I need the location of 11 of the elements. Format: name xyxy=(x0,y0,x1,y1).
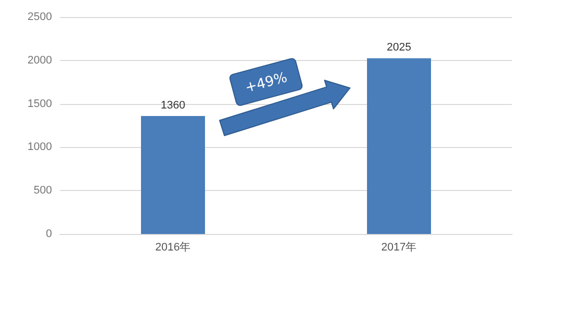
y-tick-label: 500 xyxy=(34,184,52,197)
y-tick-label: 1000 xyxy=(28,141,52,154)
y-tick-label: 0 xyxy=(46,228,52,240)
data-label: 2025 xyxy=(386,42,412,54)
x-tick-label: 2016年 xyxy=(155,242,191,254)
x-tick-label: 2017年 xyxy=(381,242,417,254)
y-tick-label: 1500 xyxy=(28,98,52,110)
annotation: +49% xyxy=(243,70,290,96)
y-tick-label: 2000 xyxy=(28,54,52,66)
y-tick-label: 2500 xyxy=(28,11,52,23)
data-label: 1360 xyxy=(160,99,186,112)
